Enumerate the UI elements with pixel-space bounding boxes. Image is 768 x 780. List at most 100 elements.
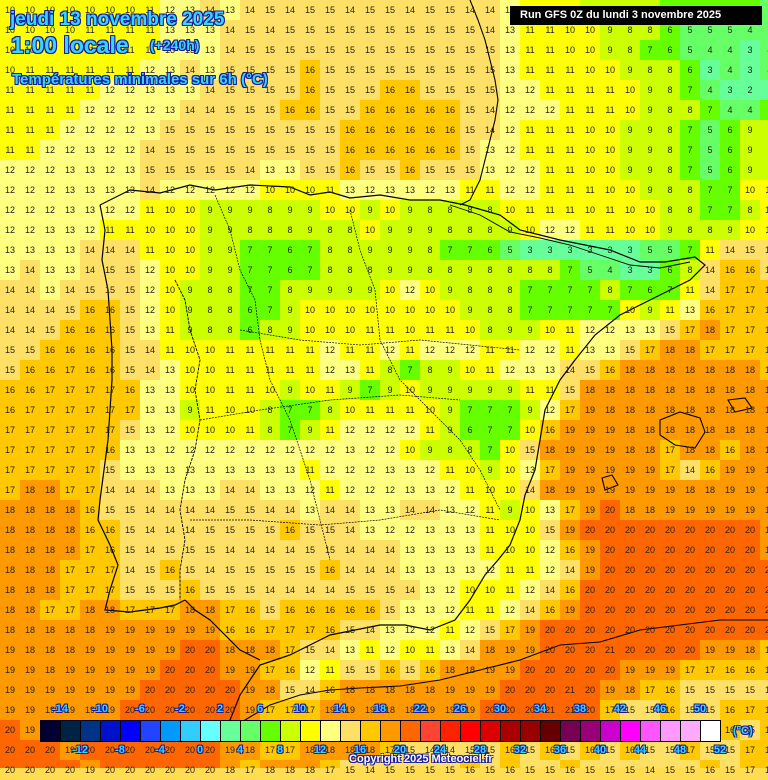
grid-value: 15: [244, 145, 255, 155]
grid-value: 8: [467, 445, 473, 455]
grid-value: 12: [524, 185, 535, 195]
grid-value: 11: [485, 505, 495, 515]
grid-value: 6: [760, 100, 768, 120]
grid-value: 9: [387, 245, 393, 255]
grid-value: 15: [324, 85, 335, 95]
grid-value: 16: [104, 365, 115, 375]
grid-value: 11: [45, 85, 55, 95]
grid-value: 10: [644, 205, 655, 215]
grid-value: 17: [304, 705, 315, 715]
grid-value: 18: [224, 645, 235, 655]
grid-value: 10: [584, 165, 595, 175]
legend-swatch: [581, 721, 601, 741]
grid-value: 16: [384, 85, 395, 95]
grid-value: 15: [64, 305, 75, 315]
grid-value: 15: [404, 665, 415, 675]
grid-value: 12: [544, 405, 555, 415]
legend-swatch: [621, 721, 641, 741]
grid-value: 6: [647, 285, 653, 295]
grid-value: 3: [627, 265, 633, 275]
grid-value: 15: [184, 145, 195, 155]
grid-value: 10: [4, 65, 15, 75]
grid-value: 10: [624, 85, 635, 95]
grid-value: 18: [444, 665, 455, 675]
grid-value: 14: [4, 325, 15, 335]
grid-value: 19: [84, 685, 95, 695]
legend-tick-bottom: 44: [633, 744, 647, 756]
grid-value: 9: [387, 265, 393, 275]
grid-value: 12: [524, 585, 535, 595]
grid-value: 15: [244, 45, 255, 55]
grid-value: 11: [525, 125, 535, 135]
grid-value: 12: [184, 445, 195, 455]
grid-value: 12: [104, 85, 115, 95]
grid-value: 10: [184, 385, 195, 395]
grid-value: 19: [564, 445, 575, 455]
grid-value: 10: [744, 225, 755, 235]
grid-value: 4: [747, 105, 753, 115]
grid-value: 15: [464, 125, 475, 135]
grid-value: 20: [24, 745, 35, 755]
grid-value: 12: [524, 85, 535, 95]
grid-value: 7: [487, 445, 493, 455]
grid-value: 8: [687, 205, 693, 215]
grid-value: 8: [347, 225, 353, 235]
grid-value: 13: [184, 485, 195, 495]
grid-value: 15: [224, 505, 235, 515]
grid-value: 14: [204, 5, 215, 15]
grid-value: 14: [84, 265, 95, 275]
grid-value: 14: [444, 745, 455, 755]
grid-value: 20: [4, 765, 15, 775]
grid-value: 15: [84, 285, 95, 295]
grid-value: 11: [25, 85, 35, 95]
legend-tick-bottom: 8: [276, 744, 284, 756]
grid-value: 11: [505, 565, 515, 575]
legend-swatch: [261, 721, 281, 741]
grid-value: 9: [747, 165, 753, 175]
grid-value: 17: [104, 565, 115, 575]
grid-value: 12: [44, 165, 55, 175]
grid-value: 12: [84, 125, 95, 135]
grid-value: 16: [404, 145, 415, 155]
grid-value: 9: [307, 285, 313, 295]
grid-value: 3: [747, 65, 753, 75]
grid-value: 19: [644, 485, 655, 495]
grid-value: 13: [204, 485, 215, 495]
grid-value: 8: [207, 285, 213, 295]
grid-value: 13: [384, 465, 395, 475]
grid-value: 16: [444, 105, 455, 115]
grid-value: 20: [684, 605, 695, 615]
grid-value: 15: [224, 85, 235, 95]
grid-value: 9: [387, 385, 393, 395]
grid-value: 10: [184, 365, 195, 375]
grid-value: 12: [444, 585, 455, 595]
grid-value: 13: [144, 125, 155, 135]
grid-value: 19: [624, 665, 635, 675]
grid-value: 15: [324, 5, 335, 15]
grid-value: 15: [324, 105, 335, 115]
grid-value: 17: [764, 365, 768, 375]
grid-value: 15: [544, 525, 555, 535]
grid-value: 18: [684, 405, 695, 415]
grid-value: 12: [64, 125, 75, 135]
grid-value: 14: [564, 565, 575, 575]
grid-value: 15: [204, 165, 215, 175]
grid-value: 15: [284, 125, 295, 135]
grid-value: 19: [744, 505, 755, 515]
grid-value: 19: [164, 625, 175, 635]
grid-value: 20: [644, 645, 655, 655]
grid-value: 20: [624, 585, 635, 595]
grid-value: 18: [704, 385, 715, 395]
grid-value: 19: [584, 545, 595, 555]
legend-tick-top: 10: [293, 703, 307, 715]
grid-value: 6: [667, 25, 673, 35]
grid-value: 19: [4, 645, 15, 655]
grid-value: 14: [244, 165, 255, 175]
grid-value: 13: [584, 345, 595, 355]
grid-value: 11: [145, 245, 155, 255]
grid-value: 14: [424, 745, 435, 755]
grid-value: 9: [487, 385, 493, 395]
grid-value: 17: [704, 665, 715, 675]
grid-value: 11: [685, 285, 695, 295]
